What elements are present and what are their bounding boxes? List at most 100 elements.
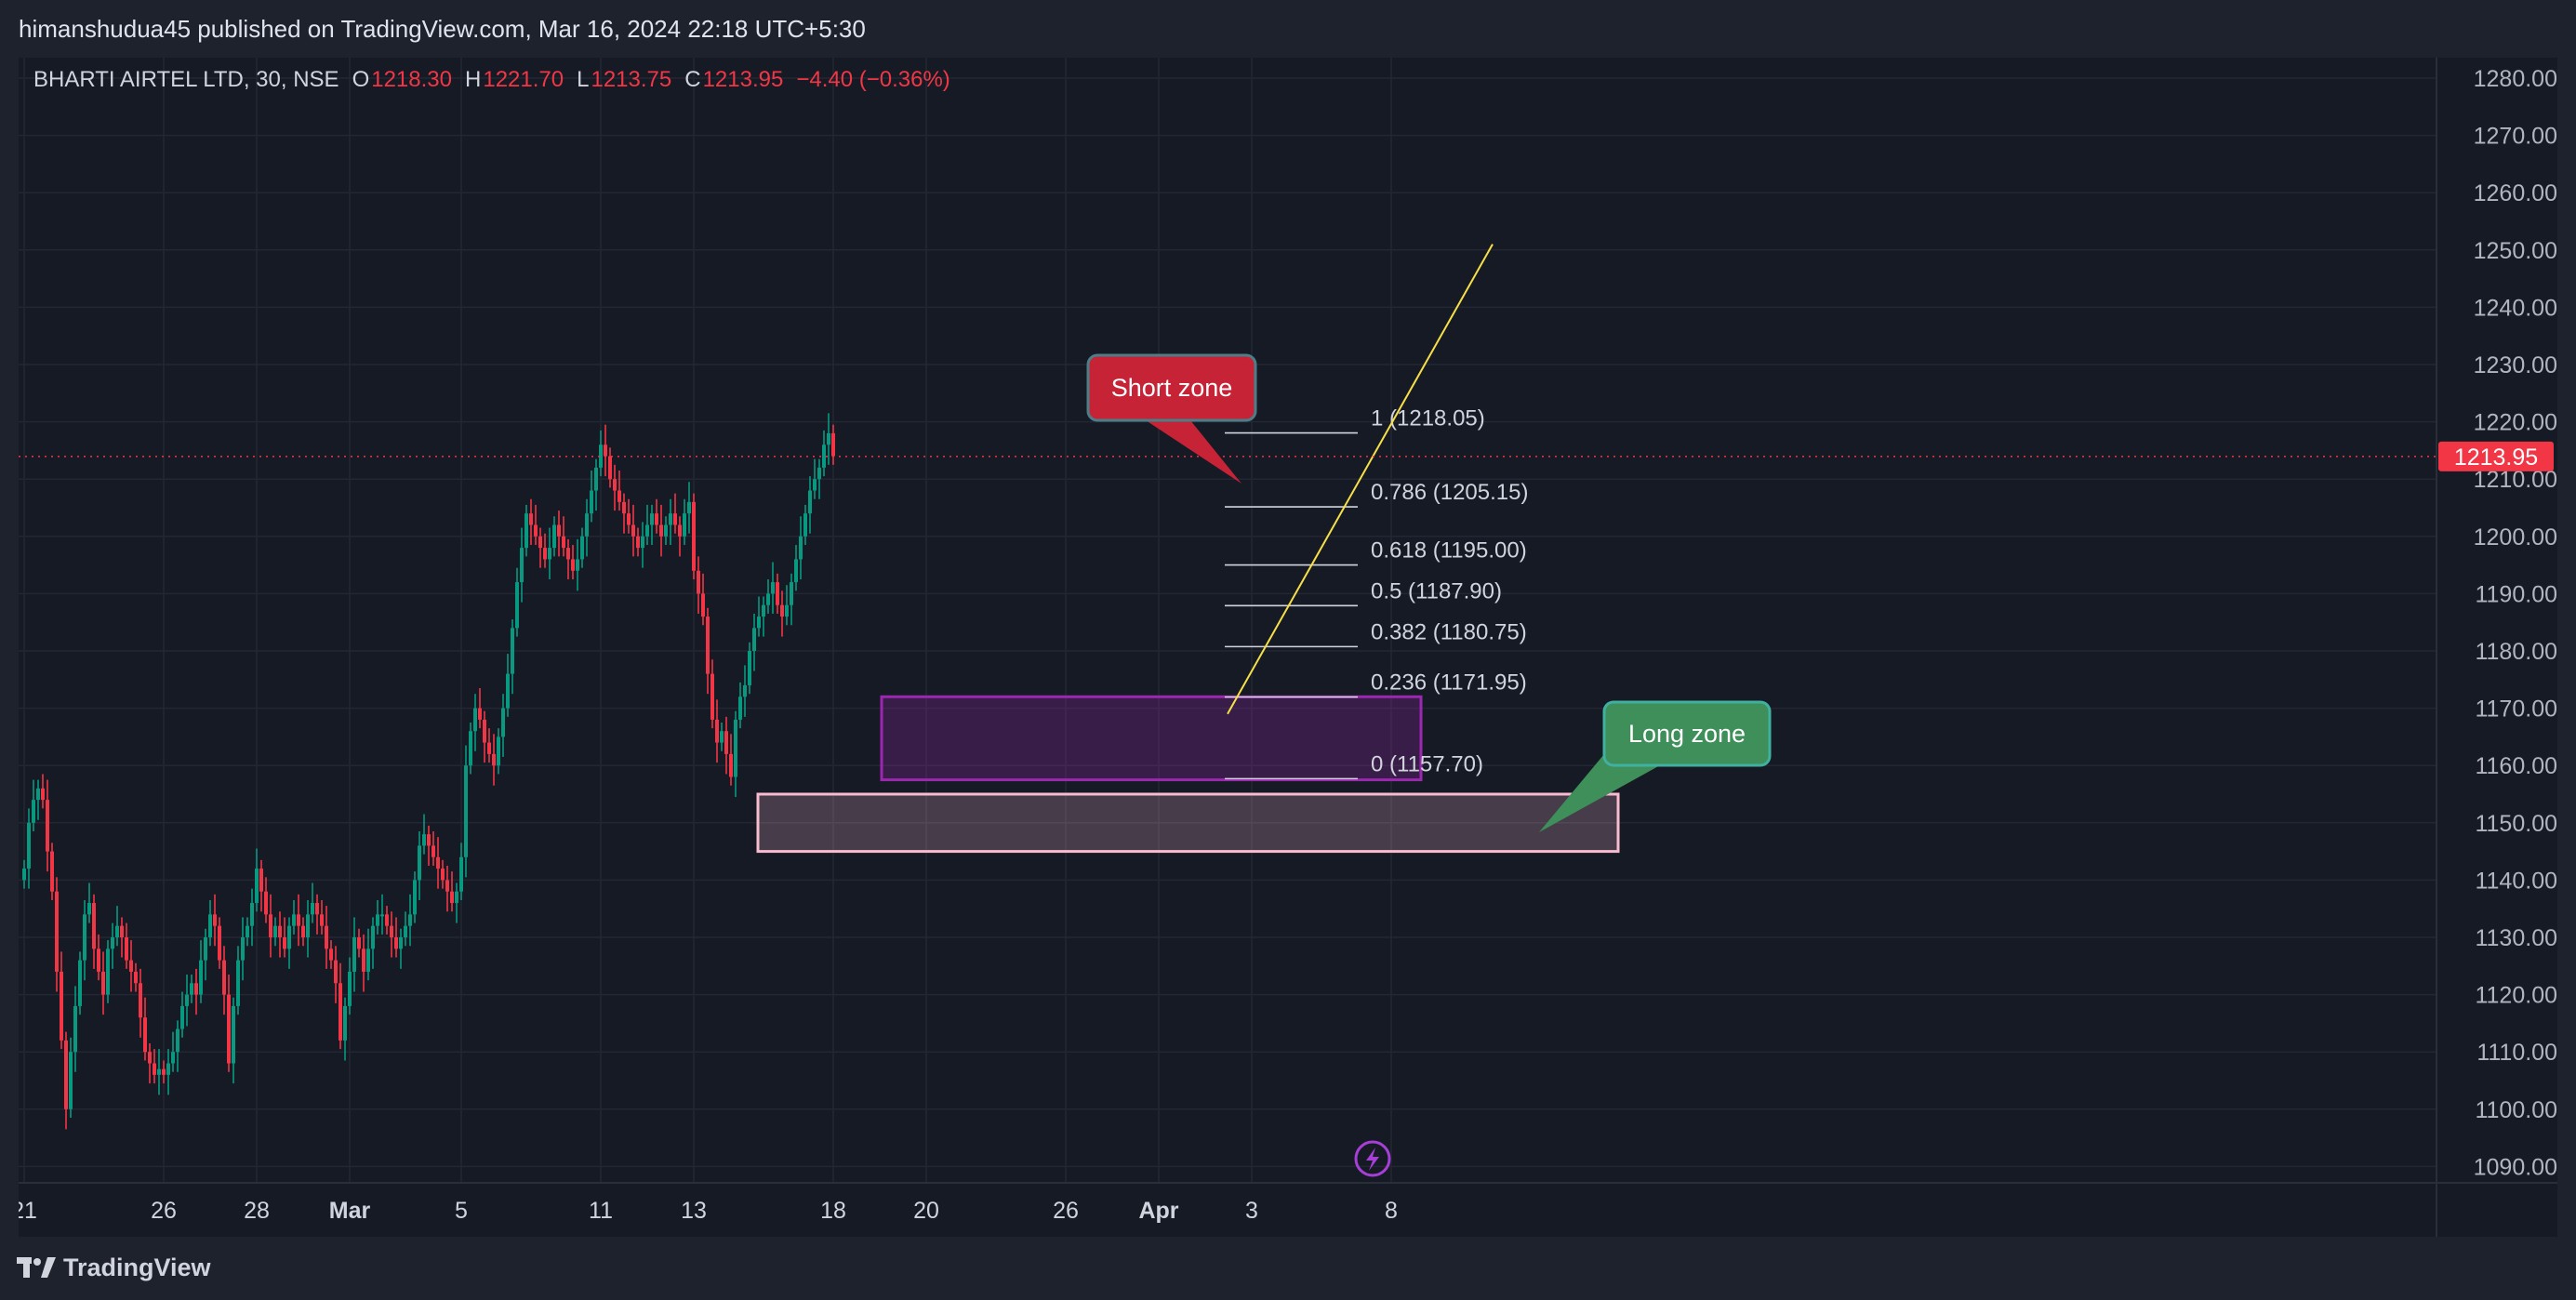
time-tick-label: 21	[19, 1198, 37, 1224]
candle-body	[46, 800, 49, 852]
candle-body	[678, 524, 682, 537]
price-tick-label: 1230.00	[2474, 352, 2557, 378]
candle-body	[794, 559, 798, 583]
candle-body	[385, 914, 389, 926]
candle-body	[594, 467, 598, 491]
candle-body	[371, 925, 375, 949]
candle-body	[264, 891, 268, 915]
price-tick-label: 1100.00	[2475, 1097, 2557, 1123]
candle-body	[60, 971, 63, 1041]
fib-level-label: 0.618 (1195.00)	[1371, 538, 1527, 564]
candle-body	[557, 524, 561, 537]
candle-body	[153, 1063, 156, 1075]
candle-body	[697, 570, 700, 594]
candle-body	[599, 444, 603, 468]
candle-body	[236, 960, 240, 1006]
candle-body	[311, 903, 314, 915]
candle-body	[218, 925, 221, 961]
candle-body	[55, 891, 59, 972]
fib-level-label: 0.382 (1180.75)	[1371, 619, 1527, 644]
candle-body	[534, 524, 538, 537]
candle-body	[199, 960, 203, 995]
price-tick-label: 1130.00	[2475, 925, 2557, 951]
chart-pane[interactable]: 1090.00 1100.00 1110.00 1120.00 1130.00 1140.…	[19, 58, 2557, 1237]
open-value: 1218.30	[371, 67, 452, 92]
candle-body	[213, 914, 217, 926]
close-value: 1213.95	[702, 67, 784, 92]
candle-body	[255, 869, 259, 904]
candle-body	[450, 891, 454, 904]
price-tick-label: 1120.00	[2475, 983, 2557, 1009]
candle-body	[208, 914, 212, 937]
fib-level-label: 0.786 (1205.15)	[1371, 480, 1528, 505]
candle-body	[738, 696, 742, 720]
candle-body	[27, 822, 31, 869]
candle-body	[729, 753, 733, 777]
price-tick-label: 1260.00	[2474, 180, 2557, 206]
candle-body	[617, 490, 621, 502]
price-chart[interactable]: 1090.00 1100.00 1110.00 1120.00 1130.00 1140.…	[19, 58, 2557, 1237]
candle-body	[320, 914, 324, 926]
candle-body	[548, 548, 551, 560]
candle-body	[436, 856, 440, 869]
candle-body	[464, 765, 468, 857]
candle-body	[166, 1063, 170, 1075]
time-tick-label: Apr	[1138, 1198, 1178, 1224]
candle-body	[613, 479, 617, 491]
candle-body	[803, 513, 807, 537]
candle-body	[683, 513, 686, 537]
candle-body	[283, 937, 286, 949]
candle-body	[171, 1052, 175, 1064]
candle-body	[724, 731, 728, 754]
candle-body	[673, 513, 677, 525]
time-tick-label: 8	[1385, 1198, 1398, 1224]
candle-body	[552, 524, 556, 549]
candle-body	[655, 513, 658, 525]
candle-body	[501, 708, 505, 737]
candle-body	[585, 513, 589, 537]
candle-body	[641, 536, 644, 549]
candle-body	[445, 880, 449, 892]
footer: TradingView	[0, 1237, 2576, 1300]
fib-level-label: 1 (1218.05)	[1371, 406, 1485, 431]
candle-body	[831, 432, 835, 457]
candle-body	[227, 994, 231, 1064]
candle-body	[418, 845, 421, 881]
candle-body	[469, 731, 472, 766]
candle-body	[101, 971, 105, 995]
candle-body	[106, 948, 110, 995]
candle-body	[455, 891, 458, 904]
candle-body	[511, 628, 514, 674]
candle-body	[348, 971, 352, 1006]
candle-body	[246, 925, 249, 937]
price-tick-label: 1140.00	[2475, 868, 2557, 894]
candle-body	[376, 914, 379, 926]
candle-body	[180, 1005, 184, 1029]
short-zone-callout	[1086, 353, 1257, 422]
candle-body	[506, 673, 510, 709]
candle-body	[297, 914, 300, 926]
price-tick-label: 1250.00	[2474, 238, 2557, 264]
symbol-label[interactable]: BHARTI AIRTEL LTD, 30, NSE	[33, 67, 339, 92]
tradingview-logo[interactable]: TradingView	[17, 1254, 211, 1282]
time-tick-label: 3	[1245, 1198, 1258, 1224]
candle-body	[520, 548, 524, 583]
candle-body	[734, 719, 737, 777]
high-label: H	[465, 67, 482, 92]
candle-body	[404, 925, 407, 937]
candle-body	[432, 845, 435, 857]
candle-body	[36, 788, 40, 801]
candle-body	[743, 684, 747, 697]
fib-level-label: 0.236 (1171.95)	[1371, 670, 1527, 696]
long-zone-box	[756, 792, 1620, 854]
price-tick-label: 1280.00	[2474, 66, 2557, 92]
candle-body	[669, 513, 672, 525]
candle-body	[604, 444, 607, 457]
candle-body	[125, 937, 128, 961]
candle-body	[69, 1052, 73, 1109]
candle-body	[483, 719, 486, 743]
candle-body	[748, 651, 751, 685]
candle-body	[92, 903, 96, 949]
candle-body	[129, 960, 133, 972]
candle-body	[813, 479, 817, 491]
